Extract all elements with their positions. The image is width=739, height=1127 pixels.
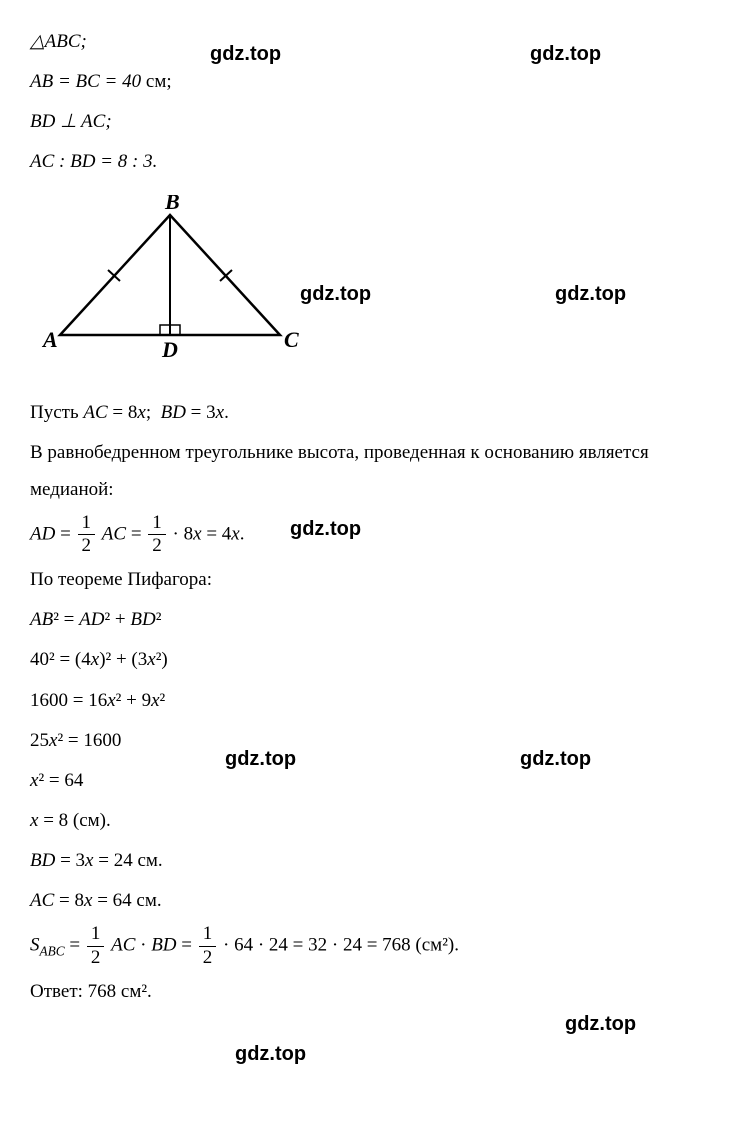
ad-equation: AD = 12 AC = 12 · 8x = 4x. [30,512,709,559]
pythag-eq2: 40² = (4x)² + (3x²) [30,642,709,678]
triangle-svg: B A C D [40,195,300,370]
given-triangle: △ABC; [30,24,709,60]
watermark: gdz.top [300,275,371,313]
watermark: gdz.top [565,1005,636,1043]
watermark: gdz.top [530,35,601,73]
given-perpendicular: BD ⊥ AC; [30,104,709,140]
pythagoras-label: По теореме Пифагора: [30,562,709,598]
vertex-a-label: A [41,327,58,352]
pythag-eq5: x² = 64 [30,763,709,799]
watermark: gdz.top [210,35,281,73]
watermark: gdz.top [235,1035,306,1073]
watermark: gdz.top [225,740,296,778]
watermark: gdz.top [555,275,626,313]
bd-result: BD = 3x = 24 см. [30,843,709,879]
pythag-eq1: AB² = AD² + BD² [30,602,709,638]
given-sides: AB = BC = 40 см; [30,64,709,100]
vertex-c-label: C [284,327,299,352]
ac-result: AC = 8x = 64 см. [30,883,709,919]
pythag-eq4: 25x² = 1600 [30,723,709,759]
let-statement: Пусть AC = 8x; BD = 3x. [30,395,709,431]
pythag-eq6: x = 8 (см). [30,803,709,839]
vertex-b-label: B [164,195,180,214]
vertex-d-label: D [161,337,178,362]
given-ratio: AC : BD = 8 : 3. [30,144,709,180]
median-property: В равнобедренном треугольнике высота, пр… [30,435,709,507]
watermark: gdz.top [290,510,361,548]
pythag-eq3: 1600 = 16x² + 9x² [30,683,709,719]
area-equation: SABC = 12 AC · BD = 12 · 64 · 24 = 32 · … [30,923,709,970]
watermark: gdz.top [520,740,591,778]
triangle-diagram: B A C D [40,195,300,370]
